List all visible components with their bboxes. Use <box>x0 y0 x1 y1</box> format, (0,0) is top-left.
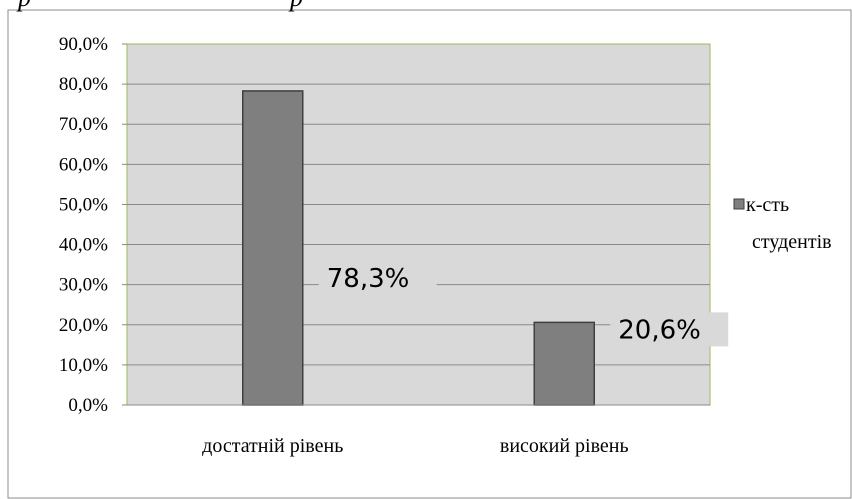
x-category-label: високий рівень <box>500 435 629 457</box>
legend: к-сть студентів <box>733 194 832 253</box>
y-tick-label: 80,0% <box>59 74 108 95</box>
y-tick-label: 90,0% <box>59 34 108 55</box>
y-tick-label: 70,0% <box>59 114 108 135</box>
bar <box>533 321 595 406</box>
y-tick-label: 20,0% <box>59 315 108 336</box>
y-tick-label: 30,0% <box>59 275 108 296</box>
data-label-background <box>318 260 437 295</box>
data-labels: 78,3% 20,6% <box>318 260 729 347</box>
y-tick-label: 0,0% <box>68 395 108 416</box>
y-tick-label: 60,0% <box>59 154 108 175</box>
legend-swatch <box>733 198 745 210</box>
svg-text:р: р <box>16 0 31 12</box>
y-tick-label: 10,0% <box>59 355 108 376</box>
legend-label-line-1: к-сть <box>746 194 789 216</box>
data-label: 78,3% <box>327 264 410 294</box>
y-axis-ticks: 0,0% 10,0% 20,0% 30,0% 40,0% 50,0% 60,0% 70,0% 8… <box>59 34 127 416</box>
bar <box>242 90 304 406</box>
data-label-background <box>610 312 729 347</box>
cropped-heading-fragment: р р <box>0 0 852 12</box>
y-tick-label: 40,0% <box>59 235 108 256</box>
y-tick-label: 50,0% <box>59 194 108 215</box>
plot-area <box>126 43 711 406</box>
x-category-label: достатній рівень <box>202 435 343 457</box>
x-axis-categories: достатній рівень високий рівень <box>202 435 628 457</box>
legend-label-line-2: студентів <box>752 231 832 253</box>
bars <box>242 90 595 406</box>
data-label: 20,6% <box>618 315 701 345</box>
svg-text:р: р <box>288 0 303 12</box>
